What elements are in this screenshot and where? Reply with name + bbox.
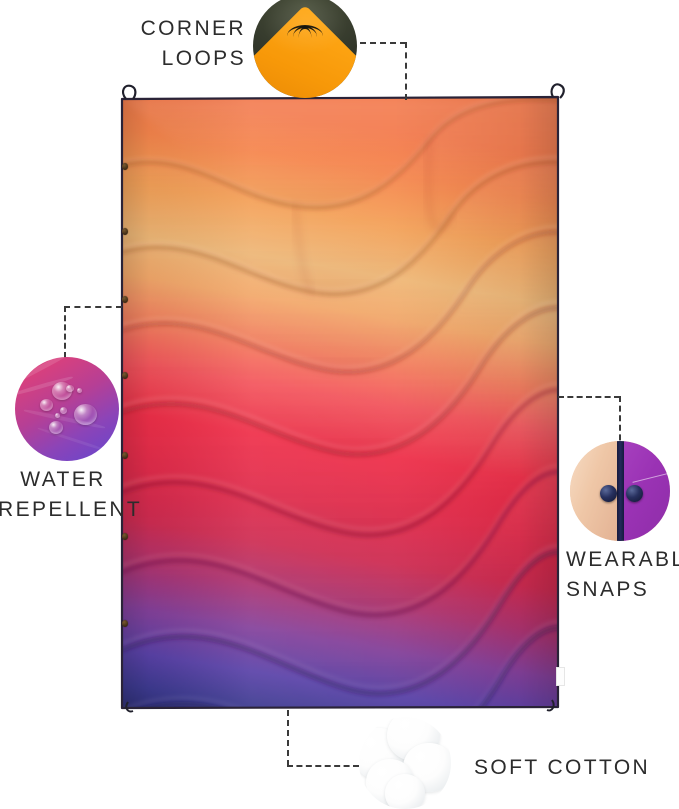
soft-cotton-detail-circle: [359, 717, 451, 809]
wearable-snaps-detail-circle: [570, 441, 670, 541]
water-repellent-swatch: [15, 357, 119, 461]
blanket-edge-binding: [120, 95, 560, 710]
grommet: [122, 620, 128, 627]
callout-label-wearable-snaps: WEARABLE SNAPS: [566, 548, 679, 601]
care-tag: [556, 667, 565, 686]
corner-loop-cord-bottomright: [546, 699, 555, 712]
quilt-loft-shading: [122, 99, 558, 694]
corner-loop-cord-topright: [550, 83, 565, 99]
cotton-puff: [384, 774, 426, 809]
connector-water-vertical: [64, 306, 66, 358]
grommet: [122, 296, 128, 303]
grommet: [122, 452, 128, 459]
water-droplet-icon: [74, 403, 98, 425]
water-droplet-icon: [65, 385, 74, 393]
corner-loops-detail-circle: [253, 0, 357, 98]
navy-snap-placket: [617, 441, 624, 541]
grommet: [122, 228, 128, 235]
corner-loop-cord-topleft: [122, 84, 137, 100]
connector-cotton-vertical: [287, 710, 289, 766]
soft-cotton-swatch: [359, 717, 451, 809]
connector-cotton-horizontal: [287, 765, 359, 767]
fabric-shading: [253, 0, 357, 98]
water-droplet-icon: [39, 398, 53, 411]
callout-label-water-repellent: WATER REPELLENT: [0, 468, 143, 521]
callout-label-soft-cotton: SOFT COTTON: [474, 756, 651, 779]
water-droplet-icon: [77, 388, 83, 394]
connector-snaps-vertical: [619, 396, 621, 450]
connector-corner-loops-vertical: [405, 42, 407, 100]
blanket-body: [122, 97, 558, 708]
snap-button-icon: [626, 485, 643, 502]
grommet: [122, 372, 128, 379]
loop-cord-icon: [298, 27, 312, 38]
water-droplet-icon: [54, 413, 60, 419]
corner-loop-cord-bottomleft: [125, 701, 134, 713]
connector-snaps-horizontal: [558, 396, 620, 398]
connector-water-horizontal: [64, 306, 122, 308]
water-droplet-icon: [59, 406, 67, 414]
callout-label-corner-loops: CORNER LOOPS: [140, 17, 246, 70]
water-droplet-icon: [49, 421, 64, 435]
wearable-snaps-swatch: [570, 441, 670, 541]
grommet: [122, 163, 128, 170]
corner-loops-swatch: [253, 0, 357, 98]
water-repellent-detail-circle: [15, 357, 119, 461]
snap-button-icon: [600, 485, 617, 502]
loop-cord-icon: [293, 26, 317, 37]
grommet: [122, 533, 128, 540]
fabric-crease: [37, 426, 108, 453]
connector-corner-loops-horizontal: [360, 42, 406, 44]
